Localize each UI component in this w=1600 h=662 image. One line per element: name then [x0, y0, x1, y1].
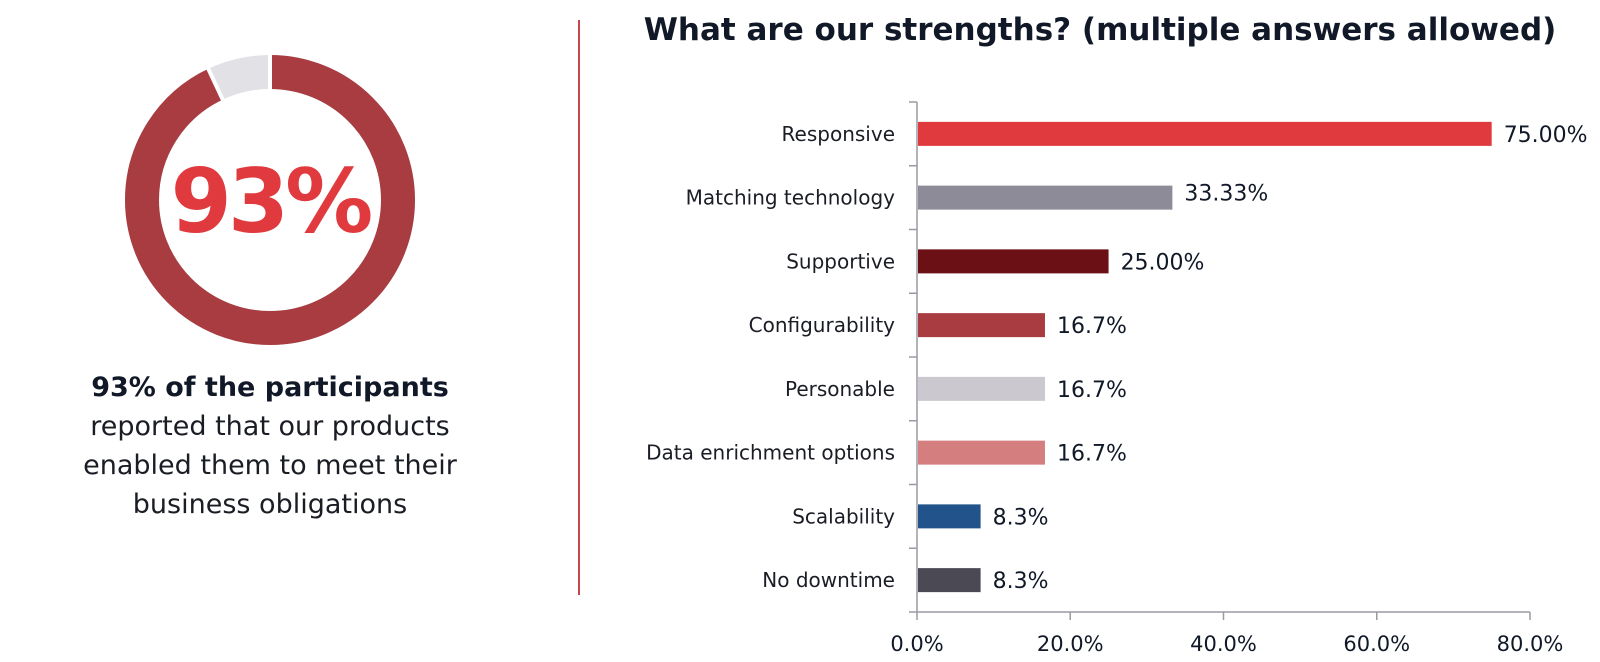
x-tick-label: 20.0% — [1037, 632, 1104, 656]
headline-donut-chart: 93% — [125, 54, 415, 345]
data-label: 75.00% — [1504, 123, 1588, 148]
category-label: No downtime — [762, 568, 895, 592]
bar — [918, 313, 1045, 338]
x-tick-label: 60.0% — [1343, 632, 1410, 656]
bar — [918, 249, 1109, 274]
data-label: 16.7% — [1057, 378, 1127, 403]
chart-title: What are our strengths? (multiple answer… — [643, 12, 1557, 48]
data-label: 25.00% — [1121, 250, 1205, 275]
category-label: Data enrichment options — [646, 441, 895, 465]
category-label: Matching technology — [686, 186, 896, 210]
x-tick-label: 80.0% — [1497, 632, 1564, 656]
bar — [918, 504, 981, 529]
x-tick-label: 0.0% — [890, 632, 943, 656]
donut-separator-1 — [206, 67, 225, 102]
category-label: Personable — [785, 377, 895, 401]
summary-body: reported that our products enabled them … — [83, 411, 457, 520]
category-label: Responsive — [782, 122, 895, 146]
summary-text: 93% of the participants reported that ou… — [40, 368, 500, 524]
headline-percent: 93% — [171, 150, 371, 253]
bar — [918, 121, 1492, 146]
data-label: 16.7% — [1057, 314, 1127, 339]
vertical-divider — [578, 20, 580, 595]
bar — [918, 440, 1045, 465]
data-label: 8.3% — [993, 505, 1049, 530]
category-label: Supportive — [786, 249, 895, 273]
category-label: Configurability — [749, 313, 896, 337]
data-label: 33.33% — [1184, 182, 1268, 207]
bar — [918, 185, 1173, 210]
x-tick-label: 40.0% — [1190, 632, 1257, 656]
summary-lead: 93% of the participants — [91, 372, 449, 403]
data-label: 16.7% — [1057, 442, 1127, 467]
bar — [918, 568, 981, 593]
data-label: 8.3% — [993, 569, 1049, 594]
bar — [918, 376, 1045, 401]
category-label: Scalability — [792, 504, 895, 528]
